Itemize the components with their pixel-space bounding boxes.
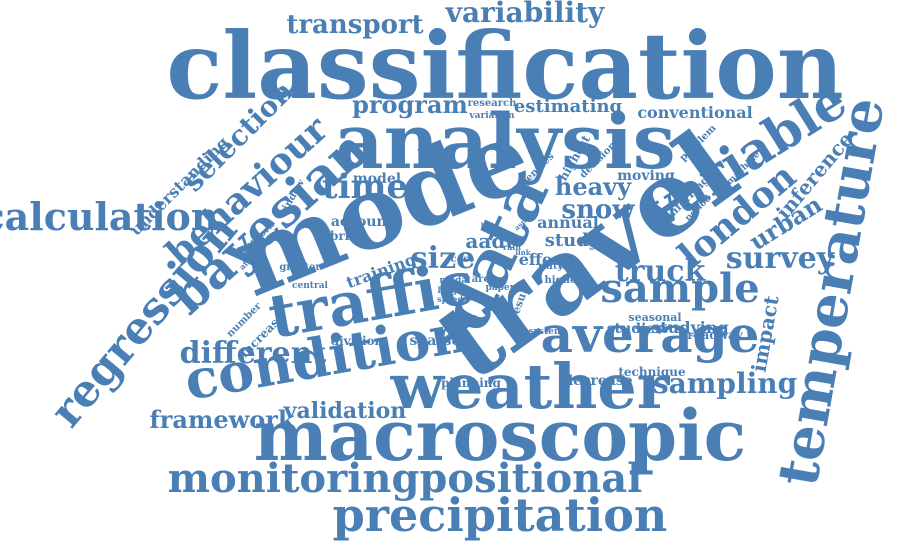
word-planning: planning (441, 376, 501, 390)
word-truck: truck (615, 254, 707, 289)
word-cost: cost (450, 254, 473, 265)
word-aadt: aadt (465, 229, 515, 253)
word-heavy: heavy (555, 172, 632, 201)
word-rain: rain (503, 242, 521, 252)
word-macroscopic: macroscopic (254, 394, 747, 477)
word-light: light (481, 221, 500, 230)
word-account: account (331, 214, 394, 230)
word-transport: transport (286, 10, 423, 40)
word-decrease: decrease (563, 373, 632, 389)
word-sampling: sampling (653, 367, 797, 400)
word-modal: modal (439, 276, 471, 286)
word-survey: survey (726, 241, 836, 276)
word-technique: technique (618, 365, 686, 379)
word-state: state (558, 262, 578, 271)
word-snow: snow (561, 195, 635, 225)
word-studying: studying (651, 318, 728, 337)
word-weather: weather (390, 350, 671, 423)
word-moving: moving (617, 168, 675, 184)
word-estimating: estimating (514, 96, 623, 117)
word-seasonal: seasonal (628, 311, 681, 324)
word-monitoringpositional: monitoringpositional (168, 455, 643, 502)
word-variation: variation (468, 111, 515, 121)
word-effect: effect (519, 250, 570, 269)
word-higher: higher (545, 275, 583, 286)
word-sparse: sparse (410, 333, 461, 349)
word-research: research (468, 98, 517, 109)
word-validation: validation (283, 398, 407, 424)
word-conventional: conventional (637, 103, 752, 122)
word-studies: studies (607, 321, 664, 337)
word-duty: duty (539, 261, 565, 272)
word-paper: paper (486, 283, 515, 293)
word-calculation: calculation (0, 194, 218, 239)
word-annual: annual (537, 213, 599, 232)
word-framework: framework (149, 405, 295, 434)
word-classification: classification (166, 12, 843, 120)
word-analysis: analysis (334, 97, 675, 186)
word-time: time (322, 167, 408, 207)
word-model: model (353, 171, 401, 187)
word-sample: sample (600, 265, 759, 312)
word-speed: speed (437, 294, 463, 304)
word-division: division (331, 334, 384, 348)
word-area: area (472, 274, 497, 285)
word-variability: variability (445, 0, 605, 29)
word-precipitation: precipitation (333, 488, 668, 542)
word-central: central (292, 281, 328, 291)
word-link: link (515, 248, 530, 257)
word-size: size (411, 241, 475, 276)
word-average: average (541, 305, 760, 364)
word-program: program (352, 90, 468, 119)
word-system: system (529, 327, 564, 337)
word-hybrid: hybrid (314, 229, 358, 243)
word-different: different (180, 336, 327, 371)
word-roadway: roadway (687, 328, 744, 342)
word-study: study (545, 230, 600, 251)
word-length: length (437, 285, 466, 295)
word-greater: greater (279, 262, 321, 273)
